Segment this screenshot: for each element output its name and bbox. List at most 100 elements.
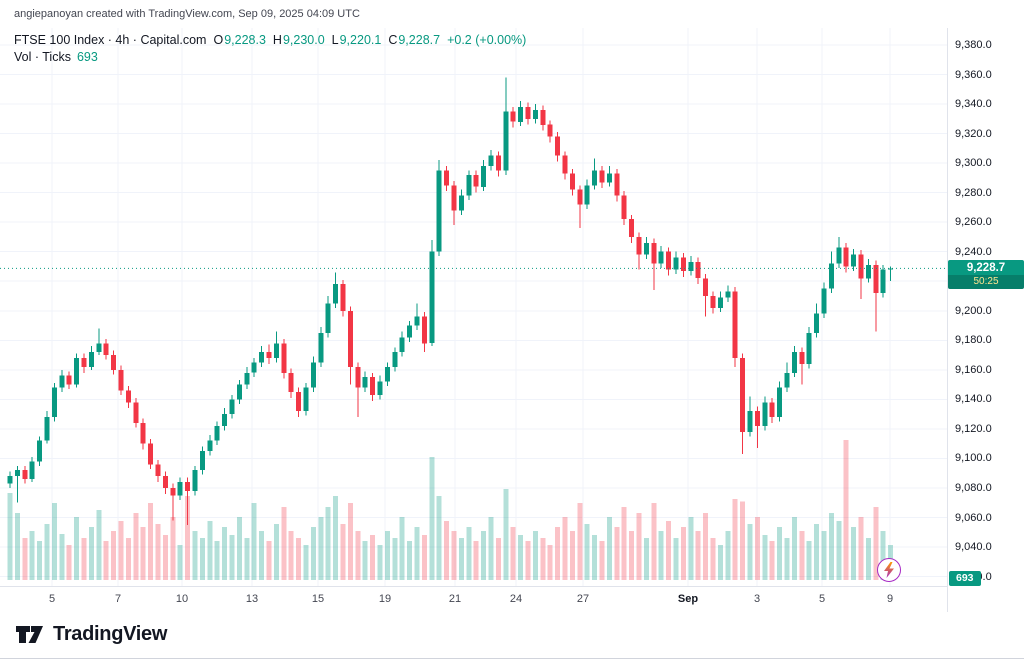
- candle-body: [843, 247, 849, 267]
- volume-bar: [81, 538, 87, 580]
- volume-bar: [621, 507, 627, 580]
- volume-bar: [495, 538, 501, 580]
- volume-bar: [370, 535, 376, 580]
- high-label: H: [272, 33, 282, 47]
- candle-body: [680, 257, 686, 271]
- time-axis[interactable]: 5 7 10 13 15 19 21 24 27 Sep 3 5 9: [0, 586, 947, 612]
- candle-body: [421, 316, 427, 344]
- volume-bar: [799, 531, 805, 580]
- volume-bar: [288, 531, 294, 580]
- candle-body: [37, 440, 43, 462]
- volume-bar: [207, 521, 213, 580]
- candle-body: [532, 110, 538, 119]
- candle-body: [384, 366, 390, 382]
- candlestick-chart[interactable]: [0, 28, 947, 586]
- candle-body: [606, 173, 612, 183]
- candle-body: [325, 303, 331, 333]
- candle-body: [592, 170, 598, 186]
- chart-area[interactable]: FTSE 100 Index · 4h · Capital.com O9,228…: [0, 28, 947, 586]
- volume-bar: [199, 538, 205, 580]
- volume-bar: [614, 526, 620, 580]
- price-tick-label: 9,160.0: [955, 363, 992, 376]
- candle-body: [74, 358, 80, 385]
- candle-body: [436, 170, 442, 252]
- volume-bar: [636, 512, 642, 580]
- time-tick-label: 10: [175, 593, 189, 605]
- tradingview-logo[interactable]: TradingView: [14, 619, 167, 649]
- candle-body: [407, 325, 413, 338]
- candle-body: [473, 174, 479, 187]
- volume-bar: [421, 535, 427, 580]
- volume-bar: [436, 496, 442, 580]
- candle-body: [111, 355, 117, 370]
- volume-bar: [96, 510, 102, 580]
- candle-body: [599, 170, 605, 183]
- time-tick-label: 7: [114, 593, 122, 605]
- volume-bar: [762, 535, 768, 580]
- price-tick-label: 9,340.0: [955, 98, 992, 111]
- time-tick-label: 3: [753, 593, 761, 605]
- volume-bar: [784, 538, 790, 580]
- candle-body: [777, 387, 783, 417]
- volume-bar: [858, 517, 864, 580]
- candle-body: [673, 257, 679, 270]
- volume-bar: [525, 540, 531, 580]
- candle-body: [495, 155, 501, 171]
- volume-bar: [148, 503, 154, 580]
- open-value: 9,228.3: [224, 33, 266, 47]
- volume-bar: [547, 545, 553, 580]
- candle-body: [140, 423, 146, 444]
- candle-body: [562, 155, 568, 174]
- candle-body: [451, 185, 457, 211]
- symbol-title[interactable]: FTSE 100 Index · 4h · Capital.com: [14, 33, 207, 47]
- volume-bar: [325, 507, 331, 580]
- price-tick-label: 9,240.0: [955, 245, 992, 258]
- candle-body: [769, 402, 775, 418]
- volume-bar: [414, 526, 420, 580]
- candle-body: [377, 381, 383, 395]
- candle-body: [148, 443, 154, 465]
- volume-bar: [532, 531, 538, 580]
- candle-body: [96, 343, 102, 353]
- low-label: L: [331, 33, 339, 47]
- candle-body: [444, 170, 450, 186]
- volume-bar: [177, 545, 183, 580]
- volume-bar: [821, 531, 827, 580]
- chart-legend: FTSE 100 Index · 4h · Capital.com O9,228…: [14, 32, 526, 66]
- price-axis[interactable]: 9,020.09,040.09,060.09,080.09,100.09,120…: [947, 28, 1024, 612]
- candle-body: [836, 247, 842, 264]
- volume-bar: [651, 503, 657, 580]
- volume-bar: [880, 531, 886, 580]
- price-tick-label: 9,300.0: [955, 157, 992, 170]
- volume-bar: [555, 526, 561, 580]
- candle-body: [177, 482, 183, 496]
- volume-bar: [451, 531, 457, 580]
- time-tick-label: 5: [818, 593, 826, 605]
- price-tick-label: 9,060.0: [955, 511, 992, 524]
- candle-body: [214, 425, 220, 441]
- volume-bar: [503, 489, 509, 580]
- candle-body: [29, 461, 35, 480]
- candle-body: [266, 352, 272, 358]
- candle-body: [392, 352, 398, 367]
- candle-body: [762, 402, 768, 426]
- instant-trading-button[interactable]: [877, 558, 901, 582]
- volume-bar: [658, 531, 664, 580]
- high-value: 9,230.0: [282, 33, 325, 47]
- volume-axis-badge: 693: [949, 571, 981, 586]
- candle-body: [851, 254, 857, 267]
- volume-value: 693: [76, 50, 98, 64]
- volume-label[interactable]: Vol · Ticks: [14, 50, 71, 64]
- time-tick-label: Sep: [677, 593, 699, 605]
- volume-bar: [222, 526, 228, 580]
- time-tick-label: 15: [311, 593, 325, 605]
- volume-bar: [836, 521, 842, 580]
- candle-body: [355, 366, 361, 388]
- volume-bar: [769, 540, 775, 580]
- low-value-pair: L9,220.1: [332, 32, 382, 49]
- volume-bar: [747, 524, 753, 580]
- candle-body: [370, 377, 376, 395]
- current-price-value: 9,228.7: [948, 260, 1024, 276]
- candle-body: [288, 372, 294, 392]
- candle-body: [125, 390, 131, 403]
